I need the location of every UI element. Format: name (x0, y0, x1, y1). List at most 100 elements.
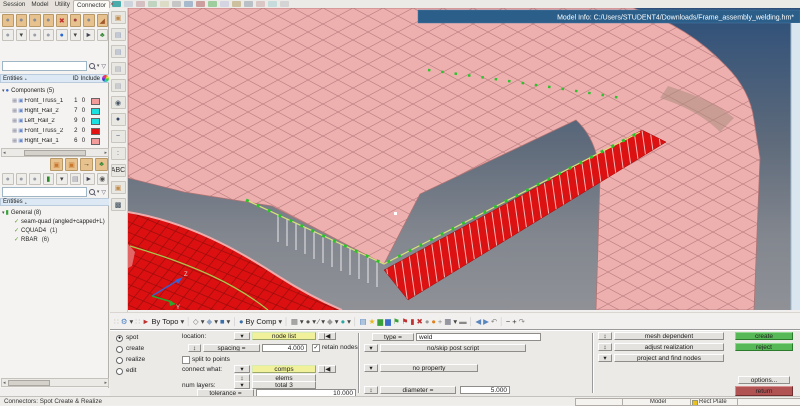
grip-handle[interactable]: ∷ (114, 317, 119, 326)
dumbbell-icon[interactable]: ▬ (459, 317, 467, 326)
table-row[interactable]: ▦ ▣ Right_Rail_1 6 0 (0, 136, 106, 146)
component-icon[interactable]: ▮ (42, 173, 54, 185)
solid-mode-icon[interactable]: ■ (220, 317, 225, 326)
entity-icon[interactable]: ● (2, 173, 14, 185)
scroll-right-icon[interactable]: ▸ (104, 149, 107, 156)
chevron-down-icon[interactable]: ▾ (96, 63, 100, 69)
reject-button[interactable]: reject (735, 343, 793, 351)
diameter-label-button[interactable]: diameter = (380, 386, 456, 394)
search-icon[interactable] (88, 189, 95, 195)
sort-icon[interactable]: ▴ (24, 76, 27, 81)
zoom-in-icon[interactable]: + (512, 317, 517, 326)
filter-icon[interactable]: ▽ (101, 63, 106, 70)
t-connect-icon[interactable]: ▣ (50, 158, 63, 171)
redo-view-icon[interactable]: ↷ (518, 317, 525, 326)
select-arrow-icon[interactable]: ► (83, 173, 95, 185)
property-button[interactable]: no property (380, 364, 478, 372)
next-view-icon[interactable]: ▶ (483, 317, 489, 326)
vehicle-green-icon[interactable]: ▆ (377, 317, 384, 326)
delete-connector-icon[interactable]: ● (69, 14, 81, 27)
radio-button[interactable] (116, 346, 123, 353)
element-style-icon[interactable]: ● (305, 317, 311, 326)
unrealize-connector-icon[interactable]: ✖ (56, 14, 68, 27)
ellipsoid-icon[interactable]: ● (110, 113, 126, 126)
type-label-button[interactable]: type = (372, 333, 414, 341)
color-swatch[interactable] (91, 107, 101, 115)
spacing-toggle[interactable]: ↕ (188, 344, 201, 352)
unmask-icon[interactable]: ▤ (110, 79, 126, 92)
numbers-icon[interactable]: : (110, 147, 126, 160)
area-connector-icon[interactable]: ● (42, 14, 54, 27)
spot-connector-icon[interactable]: ● (2, 14, 14, 27)
fe-absorb-icon[interactable]: ◢ (96, 14, 108, 27)
wireframe-mode-icon[interactable]: ◇ (192, 317, 199, 326)
post-script-button[interactable]: no/skip post script (380, 344, 526, 352)
organize-icon[interactable]: ♣ (96, 29, 108, 41)
separator[interactable]: │ (352, 317, 358, 326)
type-input[interactable]: weld (416, 333, 541, 341)
sort-icon[interactable]: ▴ (24, 199, 27, 205)
header-include[interactable]: Include (80, 75, 100, 82)
caret-down-icon[interactable]: ▾ (2, 87, 5, 94)
entity-icon[interactable]: ● (29, 173, 41, 185)
note-icon[interactable]: ▣ (110, 181, 126, 194)
component-name[interactable]: Front_Truss_1 (24, 98, 64, 104)
connector-entity-icon[interactable]: ▣ (110, 11, 126, 24)
connect-switch[interactable]: ▾ (234, 365, 250, 373)
node-list-button[interactable]: node list (252, 332, 316, 340)
component-name[interactable]: Right_Rail_1 (24, 138, 59, 144)
pin-icon[interactable]: ▮ (410, 317, 415, 326)
spherical-clip-icon[interactable]: ◉ (110, 96, 126, 109)
3d-viewport[interactable]: Z Y Model Info: C:/Users/STUDENT4/Downlo… (128, 8, 800, 310)
sphere-gray-icon[interactable]: ● (424, 317, 430, 326)
component-name[interactable]: Front_Truss_2 (24, 128, 64, 134)
scroll-left-icon[interactable]: ◂ (3, 149, 6, 156)
location-switch[interactable]: ▾ (234, 332, 250, 340)
separator[interactable]: │ (232, 317, 237, 326)
total-button[interactable]: total 3 (252, 381, 316, 389)
component-name[interactable]: Right_Rail_2 (24, 108, 59, 114)
radio-button[interactable] (116, 368, 123, 375)
dropdown-caret[interactable]: ▾ (299, 317, 304, 326)
spot-panel-icon[interactable]: ● (2, 29, 14, 41)
add-icon[interactable]: + (437, 317, 443, 326)
text-label-icon[interactable]: ABC (110, 164, 126, 177)
project-switch[interactable]: ▾ (598, 354, 612, 362)
search-input[interactable] (2, 61, 87, 71)
by-comp-label[interactable]: By Comp (245, 317, 277, 326)
color-swatch[interactable] (91, 97, 101, 105)
dropdown-caret[interactable]: ▾ (334, 317, 339, 326)
tab-session[interactable]: Session (3, 1, 26, 8)
mass-connector-icon[interactable]: ● (83, 14, 95, 27)
section-cut-icon[interactable]: ▩ (110, 198, 126, 211)
radio-button[interactable] (116, 357, 123, 364)
options-button[interactable]: options... (738, 376, 790, 384)
plot-icon[interactable]: ~ (110, 130, 126, 143)
list-item[interactable]: ✓ RBAR (6) (0, 235, 106, 244)
layers-icon[interactable]: ▤ (69, 173, 81, 185)
tree-root-label[interactable]: Components (5) (11, 87, 55, 94)
bolt-panel-icon[interactable]: ● (29, 29, 41, 41)
list-item[interactable]: ✓ seam-quad (angled+capped+L) (1) (0, 217, 116, 226)
dropdown-caret[interactable]: ▾ (226, 317, 231, 326)
grip-handle[interactable]: ∷ (135, 317, 141, 326)
performance-icon[interactable]: ▤ (359, 317, 367, 326)
dropdown-caret[interactable]: ▾ (129, 317, 134, 326)
apply-mass-icon[interactable]: ● (56, 29, 68, 41)
separator[interactable]: │ (499, 317, 504, 326)
view-settings-icon[interactable]: ⚙ (120, 317, 128, 326)
adjust-realization-button[interactable]: adjust realization (614, 343, 724, 351)
caret-down-icon[interactable]: ▾ (2, 209, 5, 216)
eye-icon[interactable]: ◉ (96, 173, 108, 185)
color-wheel-icon[interactable] (102, 75, 109, 82)
topo-selector-icon[interactable]: ► (142, 317, 150, 326)
table-icon[interactable]: ▦ (444, 317, 452, 326)
dropdown-caret[interactable]: ▾ (347, 317, 351, 326)
tab-model[interactable]: Model (31, 1, 49, 8)
delete-icon[interactable]: ✖ (416, 317, 423, 326)
spot-weld-icon[interactable]: ▣ (65, 158, 78, 171)
tree-root-general[interactable]: ▾ ▮ General (8) (2, 208, 41, 217)
num-layers-switch[interactable]: ▾ (234, 381, 250, 389)
handle-style-icon[interactable]: ◆ (327, 317, 333, 326)
by-topo-label[interactable]: By Topo (151, 317, 179, 326)
